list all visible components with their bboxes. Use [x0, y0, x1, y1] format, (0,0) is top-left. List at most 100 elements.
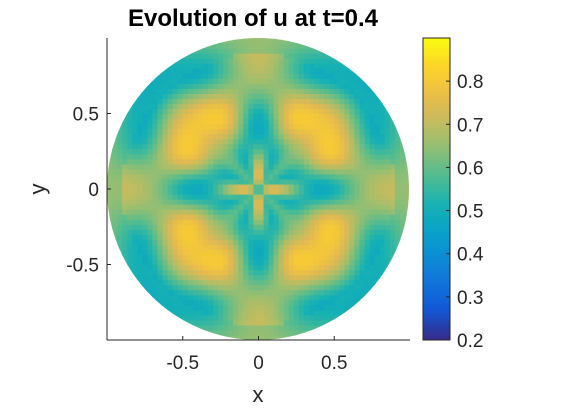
heatmap-cell — [197, 189, 204, 195]
heatmap-cell — [278, 138, 285, 145]
heatmap-cell — [344, 274, 350, 281]
heatmap-cell — [137, 269, 143, 276]
heatmap-cell — [152, 194, 159, 200]
heatmap-cell — [273, 178, 280, 185]
heatmap-cell — [192, 63, 199, 69]
heatmap-cell — [223, 133, 229, 140]
heatmap-cell — [309, 133, 315, 140]
heatmap-cell — [228, 143, 234, 150]
heatmap-cell — [258, 314, 265, 321]
heatmap-cell — [213, 234, 219, 240]
heatmap-cell — [243, 83, 249, 89]
heatmap-cell — [152, 183, 159, 190]
heatmap-cell — [303, 98, 310, 105]
heatmap-cell — [177, 118, 184, 125]
heatmap-cell — [202, 88, 209, 94]
heatmap-cell — [167, 274, 174, 281]
heatmap-cell — [253, 304, 260, 311]
heatmap-cell — [238, 103, 244, 110]
heatmap-cell — [218, 98, 224, 105]
heatmap-cell — [364, 148, 371, 155]
heatmap-cell — [389, 224, 396, 230]
heatmap-cell — [349, 279, 356, 286]
heatmap-cell — [263, 38, 270, 44]
heatmap-cell — [152, 189, 159, 195]
heatmap-cell — [278, 259, 285, 266]
heatmap-cell — [142, 143, 148, 150]
heatmap-cell — [303, 209, 310, 215]
heatmap-cell — [344, 63, 350, 69]
heatmap-cell — [344, 259, 350, 266]
heatmap-cell — [238, 289, 244, 296]
heatmap-cell — [288, 83, 295, 89]
heatmap-cell — [233, 274, 239, 281]
heatmap-cell — [369, 224, 376, 230]
heatmap-cell — [213, 319, 219, 326]
heatmap-cell — [218, 314, 224, 321]
heatmap-cell — [228, 249, 234, 256]
heatmap-cell — [157, 98, 164, 105]
heatmap-cell — [334, 83, 340, 89]
heatmap-cell — [384, 138, 391, 145]
heatmap-cell — [339, 209, 345, 215]
heatmap-cell — [218, 168, 224, 175]
heatmap-cell — [167, 173, 174, 180]
heatmap-cell — [263, 133, 270, 140]
heatmap-cell — [127, 209, 133, 215]
heatmap-cell — [283, 224, 290, 230]
heatmap-cell — [283, 234, 290, 240]
heatmap-cell — [303, 108, 310, 115]
heatmap-cell — [208, 78, 214, 84]
heatmap-cell — [192, 113, 199, 120]
heatmap-cell — [324, 204, 330, 210]
heatmap-cell — [258, 128, 265, 135]
heatmap-cell — [208, 48, 214, 54]
heatmap-cell — [238, 304, 244, 311]
heatmap-cell — [324, 224, 330, 230]
heatmap-cell — [324, 153, 330, 160]
heatmap-cell — [293, 173, 300, 180]
heatmap-cell — [197, 143, 204, 150]
heatmap-cell — [172, 123, 179, 130]
heatmap-cell — [369, 183, 376, 190]
heatmap-cell — [167, 219, 174, 225]
heatmap-cell — [288, 98, 295, 105]
heatmap-cell — [182, 294, 189, 301]
heatmap-cell — [238, 153, 244, 160]
heatmap-cell — [379, 158, 386, 165]
heatmap-cell — [309, 123, 315, 130]
heatmap-cell — [253, 299, 260, 306]
heatmap-cell — [248, 118, 255, 125]
heatmap-cell — [389, 113, 396, 120]
heatmap-cell — [248, 304, 255, 311]
heatmap-cell — [122, 229, 128, 235]
heatmap-cell — [364, 209, 371, 215]
heatmap-cell — [192, 153, 199, 160]
heatmap-cell — [137, 143, 143, 150]
heatmap-cell — [263, 63, 270, 69]
heatmap-cell — [288, 78, 295, 84]
heatmap-cell — [298, 194, 305, 200]
heatmap-cell — [303, 249, 310, 256]
heatmap-cell — [243, 158, 249, 165]
heatmap-cell — [288, 133, 295, 140]
heatmap-cell — [339, 314, 345, 321]
heatmap-cell — [379, 234, 386, 240]
heatmap-cell — [152, 269, 159, 276]
heatmap-cell — [303, 224, 310, 230]
heatmap-cell — [263, 194, 270, 200]
heatmap-cell — [107, 194, 113, 200]
heatmap-cell — [112, 138, 118, 145]
heatmap-cell — [374, 93, 381, 99]
heatmap-cell — [319, 264, 325, 271]
heatmap-cell — [364, 249, 371, 256]
heatmap-cell — [369, 204, 376, 210]
heatmap-cell — [182, 73, 189, 79]
heatmap-cell — [162, 299, 169, 306]
heatmap-cell — [208, 209, 214, 215]
heatmap-cell — [192, 214, 199, 220]
heatmap-cell — [273, 63, 280, 69]
heatmap-cell — [359, 78, 366, 84]
heatmap-cell — [238, 269, 244, 276]
heatmap-cell — [334, 183, 340, 190]
